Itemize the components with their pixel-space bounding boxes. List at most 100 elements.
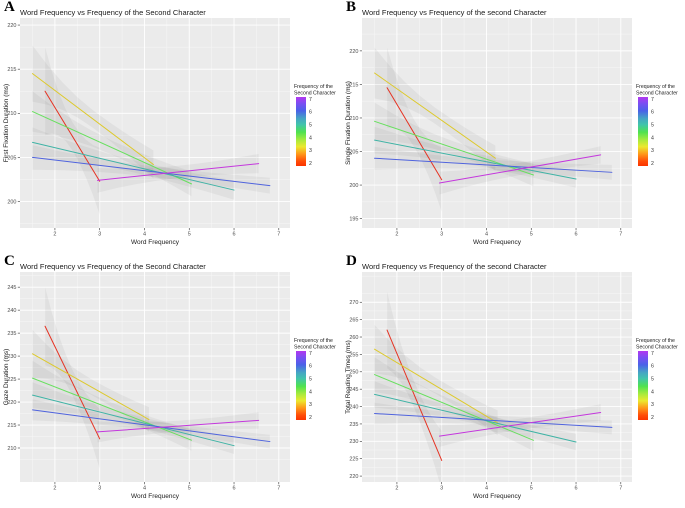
- y-axis-title: Single Fixation Duration (ms): [345, 81, 352, 165]
- legend-tick-label: 3: [651, 148, 654, 154]
- legend-tick-label: 5: [309, 376, 312, 382]
- regression-line-group-5: [32, 394, 235, 447]
- legend-colorbar: [638, 351, 648, 420]
- confidence-band-group-3: [32, 45, 154, 179]
- svg-text:6: 6: [574, 486, 577, 492]
- regression-line-group-6: [374, 413, 613, 428]
- svg-text:270: 270: [349, 300, 358, 306]
- plot-background: [362, 18, 632, 228]
- regression-line-group-2: [44, 90, 101, 182]
- regression-line-group-4: [374, 374, 534, 441]
- confidence-band-group-6: [32, 145, 270, 194]
- legend-tick-label: 4: [309, 389, 312, 395]
- legend-tick-label: 6: [651, 110, 654, 116]
- regression-lines: [32, 325, 271, 447]
- legend-title-line1: Frequency of the: [636, 84, 675, 90]
- svg-text:210: 210: [7, 446, 16, 452]
- panel-title-b: Word Frequency vs Frequency of the secon…: [362, 8, 547, 17]
- regression-line-group-7: [438, 411, 602, 437]
- svg-text:3: 3: [98, 232, 101, 238]
- legend-colorbar: [638, 97, 648, 166]
- svg-text:5: 5: [530, 232, 533, 238]
- legend-tick-label: 5: [309, 122, 312, 128]
- svg-text:245: 245: [7, 285, 16, 291]
- panel-letter-b: B: [346, 0, 357, 15]
- svg-text:230: 230: [349, 439, 358, 445]
- legend-tick-label: 3: [651, 402, 654, 408]
- y-axis: 200 205 210 215 220 First Fixation Duration (…: [3, 23, 20, 205]
- regression-line-group-2: [386, 87, 443, 181]
- regression-line-group-5: [374, 139, 577, 180]
- svg-text:6: 6: [574, 232, 577, 238]
- confidence-band-group-4: [32, 91, 192, 197]
- plot-background: [20, 18, 290, 228]
- svg-text:205: 205: [7, 155, 16, 161]
- regression-line-group-5: [32, 141, 235, 191]
- svg-text:245: 245: [349, 387, 358, 393]
- svg-text:225: 225: [7, 377, 16, 383]
- svg-text:2: 2: [53, 486, 56, 492]
- svg-text:2: 2: [53, 232, 56, 238]
- svg-text:220: 220: [7, 23, 16, 29]
- confidence-band-group-6: [32, 399, 270, 449]
- legend-colorbar: [296, 97, 306, 166]
- confidence-band-group-2: [45, 47, 100, 215]
- x-axis-title: Word Frequency: [131, 239, 180, 246]
- regression-line-group-2: [386, 329, 443, 461]
- svg-text:7: 7: [619, 232, 622, 238]
- panel-letter-c: C: [4, 253, 15, 269]
- panel-title-a: Word Frequency vs Frequency of the Secon…: [20, 8, 206, 17]
- regression-line-group-7: [96, 163, 260, 181]
- confidence-bands: [32, 45, 270, 215]
- svg-text:225: 225: [349, 457, 358, 463]
- legend-tick-label: 2: [651, 415, 654, 421]
- svg-text:3: 3: [440, 232, 443, 238]
- svg-text:3: 3: [98, 486, 101, 492]
- panel-b: B Word Frequency vs Frequency of the sec…: [342, 0, 685, 254]
- svg-text:260: 260: [349, 335, 358, 341]
- svg-text:250: 250: [349, 370, 358, 376]
- legend-tick-label: 6: [651, 364, 654, 370]
- legend-tick-label: 5: [651, 122, 654, 128]
- confidence-bands: [374, 291, 612, 482]
- confidence-band-group-2: [387, 291, 442, 482]
- legend-tick-label: 6: [309, 110, 312, 116]
- confidence-band-group-7: [97, 412, 259, 443]
- confidence-bands: [32, 287, 270, 469]
- regression-line-group-6: [32, 156, 271, 187]
- svg-text:240: 240: [349, 404, 358, 410]
- svg-text:6: 6: [232, 486, 235, 492]
- legend-title-line1: Frequency of the: [636, 338, 675, 344]
- svg-text:230: 230: [7, 354, 16, 360]
- y-axis: 195 200 205 210 215 220 Single Fixation Durati…: [345, 49, 362, 223]
- svg-text:4: 4: [485, 232, 488, 238]
- x-axis: 2 3 4 5 6 7 Word Frequency: [53, 482, 280, 500]
- regression-line-group-3: [32, 73, 154, 165]
- svg-text:5: 5: [530, 486, 533, 492]
- confidence-band-group-3: [374, 324, 498, 436]
- svg-text:200: 200: [349, 183, 358, 189]
- legend-tick-label: 5: [651, 376, 654, 382]
- x-axis-title: Word Frequency: [473, 493, 522, 500]
- legend-title-line1: Frequency of the: [294, 84, 333, 90]
- panel-d: D Word Frequency vs Frequency of the sec…: [342, 254, 685, 508]
- legend-tick-label: 6: [309, 364, 312, 370]
- regression-line-group-4: [32, 111, 192, 185]
- legend-title-line2: Second Character: [636, 91, 678, 97]
- legend-tick-label: 2: [309, 161, 312, 167]
- y-axis-title: First Fixation Duration (ms): [3, 84, 10, 162]
- svg-text:200: 200: [7, 199, 16, 205]
- svg-text:235: 235: [349, 422, 358, 428]
- svg-text:205: 205: [349, 149, 358, 155]
- confidence-band-group-7: [97, 153, 259, 193]
- legend-colorbar: [296, 351, 306, 420]
- gridlines: [20, 272, 290, 482]
- svg-text:265: 265: [349, 318, 358, 324]
- y-axis-title: Gaze Duration (ms): [3, 349, 10, 406]
- gridlines: [362, 272, 632, 482]
- confidence-band-group-2: [45, 287, 100, 469]
